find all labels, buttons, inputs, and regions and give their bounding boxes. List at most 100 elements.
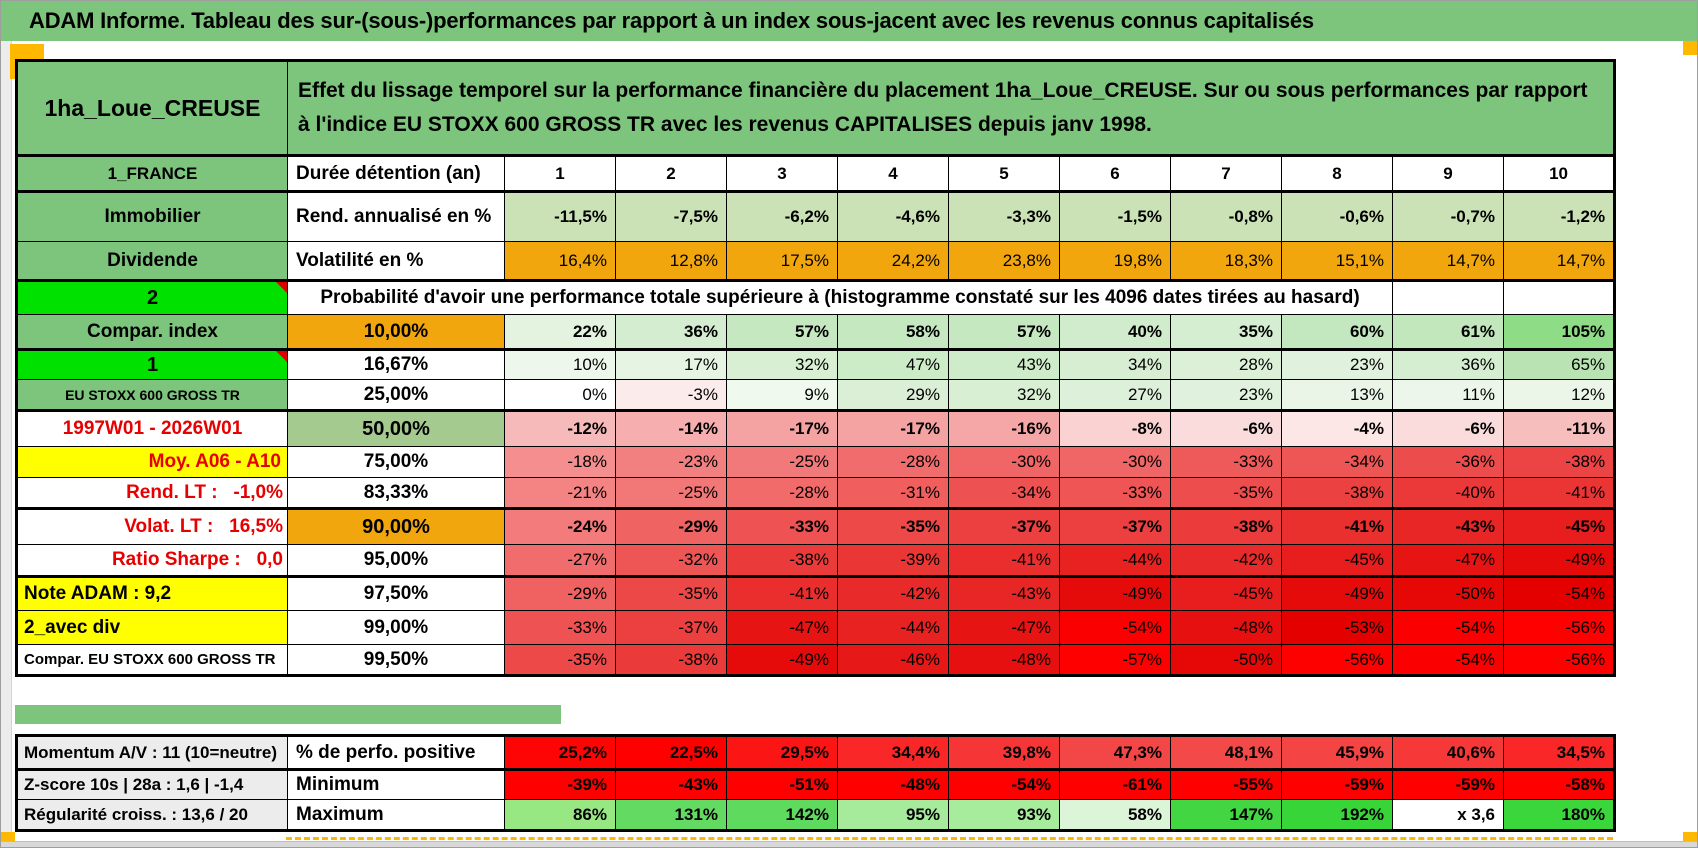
data-cell[interactable]: 58% [837,314,949,351]
data-cell[interactable]: 17% [615,349,727,380]
data-cell[interactable]: -17% [837,410,949,447]
data-cell[interactable]: -18% [504,446,616,478]
data-cell[interactable]: -42% [1170,544,1282,578]
product-name-cell[interactable]: 1ha_Loue_CREUSE [16,60,288,157]
data-cell[interactable]: -27% [504,544,616,578]
data-cell[interactable]: 17,5% [726,241,838,282]
data-cell[interactable]: -35% [1170,477,1282,510]
data-cell[interactable]: 34,5% [1503,735,1615,771]
row-label-cell[interactable]: 2_avec div [16,610,288,645]
data-cell[interactable]: 14,7% [1392,241,1504,282]
data-cell[interactable]: -3% [615,379,727,412]
data-cell[interactable]: -24% [504,508,616,545]
data-cell[interactable]: 39,8% [948,735,1060,771]
data-cell[interactable]: -46% [837,644,949,676]
data-cell[interactable]: -53% [1281,610,1393,645]
data-cell[interactable]: -6,2% [726,191,838,242]
data-cell[interactable]: -48% [948,644,1060,676]
threshold-cell[interactable]: 25,00% [287,379,505,412]
data-cell[interactable]: -50% [1392,576,1504,611]
data-cell[interactable]: -29% [615,508,727,545]
merged-text-cell[interactable]: Probabilité d'avoir une performance tota… [287,280,1393,315]
row-label-cell[interactable]: 1997W01 - 2026W01 [16,410,288,447]
data-cell[interactable]: -30% [948,446,1060,478]
data-cell[interactable]: 22% [504,314,616,351]
data-cell[interactable]: -41% [726,576,838,611]
column-header-cell[interactable]: 9 [1392,155,1504,193]
column-header-cell[interactable]: 8 [1281,155,1393,193]
data-cell[interactable]: -37% [948,508,1060,545]
data-cell[interactable]: -35% [837,508,949,545]
row-label-cell[interactable]: Immobilier [16,191,288,242]
data-cell[interactable]: -38% [1170,508,1282,545]
data-cell[interactable]: -25% [615,477,727,510]
data-cell[interactable]: -49% [1281,576,1393,611]
data-cell[interactable]: 34% [1059,349,1171,380]
data-cell[interactable]: -38% [726,544,838,578]
data-cell[interactable]: -41% [948,544,1060,578]
data-cell[interactable]: -54% [1059,610,1171,645]
data-cell[interactable]: 15,1% [1281,241,1393,282]
data-cell[interactable]: 23,8% [948,241,1060,282]
data-cell[interactable]: -56% [1502,610,1616,645]
data-cell[interactable]: 43% [948,349,1060,380]
data-cell[interactable]: 13% [1281,379,1393,412]
row-label-cell[interactable]: 2 [16,280,288,315]
column-header-cell[interactable]: 7 [1170,155,1282,193]
data-cell[interactable]: -39% [837,544,949,578]
data-cell[interactable]: 12,8% [615,241,727,282]
data-cell[interactable]: -51% [726,769,838,800]
data-cell[interactable]: -45% [1170,576,1282,611]
data-cell[interactable]: 105% [1502,314,1616,351]
data-cell[interactable]: -29% [504,576,616,611]
threshold-cell[interactable]: 10,00% [287,314,505,351]
data-cell[interactable]: -43% [948,576,1060,611]
column-header-cell[interactable]: 10 [1502,155,1616,193]
data-cell[interactable]: 29% [837,379,949,412]
empty-cell[interactable] [1502,280,1616,315]
data-cell[interactable]: -11% [1502,410,1616,447]
threshold-cell[interactable]: Durée détention (an) [287,155,505,193]
data-cell[interactable]: 9% [726,379,838,412]
data-cell[interactable]: 58% [1059,799,1171,831]
threshold-cell[interactable]: Rend. annualisé en % [287,191,505,242]
data-cell[interactable]: 22,5% [615,735,727,771]
data-cell[interactable]: -6% [1392,410,1504,447]
data-cell[interactable]: 60% [1281,314,1393,351]
data-cell[interactable]: 10% [504,349,616,380]
data-cell[interactable]: -31% [837,477,949,510]
data-cell[interactable]: -1,5% [1059,191,1171,242]
data-cell[interactable]: 86% [504,799,616,831]
data-cell[interactable]: -6% [1170,410,1282,447]
data-cell[interactable]: -0,8% [1170,191,1282,242]
data-cell[interactable]: -33% [1059,477,1171,510]
threshold-cell[interactable]: 99,00% [287,610,505,645]
data-cell[interactable]: 131% [615,799,727,831]
data-cell[interactable]: 24,2% [837,241,949,282]
data-cell[interactable]: x 3,6 [1392,799,1504,831]
data-cell[interactable]: -33% [504,610,616,645]
data-cell[interactable]: -43% [615,769,727,800]
row-label-cell[interactable]: Dividende [16,241,288,282]
data-cell[interactable]: -54% [948,769,1060,800]
data-cell[interactable]: -50% [1170,644,1282,676]
data-cell[interactable]: -28% [837,446,949,478]
column-header-cell[interactable]: 4 [837,155,949,193]
row-label-cell[interactable]: Régularité croiss. : 13,6 / 20 [16,799,288,831]
data-cell[interactable]: 142% [726,799,838,831]
threshold-cell[interactable]: % de perfo. positive [287,735,505,771]
data-cell[interactable]: -41% [1502,477,1616,510]
data-cell[interactable]: 180% [1503,799,1615,831]
data-cell[interactable]: -1,2% [1502,191,1616,242]
data-cell[interactable]: -54% [1392,644,1504,676]
data-cell[interactable]: -57% [1059,644,1171,676]
data-cell[interactable]: 48,1% [1170,735,1282,771]
data-cell[interactable]: -17% [726,410,838,447]
data-cell[interactable]: -40% [1392,477,1504,510]
row-label-cell[interactable]: Compar. index [16,314,288,351]
row-label-cell[interactable]: Momentum A/V : 11 (10=neutre) [16,735,288,771]
data-cell[interactable]: 14,7% [1502,241,1616,282]
data-cell[interactable]: -37% [1059,508,1171,545]
data-cell[interactable]: -61% [1059,769,1171,800]
column-header-cell[interactable]: 5 [948,155,1060,193]
